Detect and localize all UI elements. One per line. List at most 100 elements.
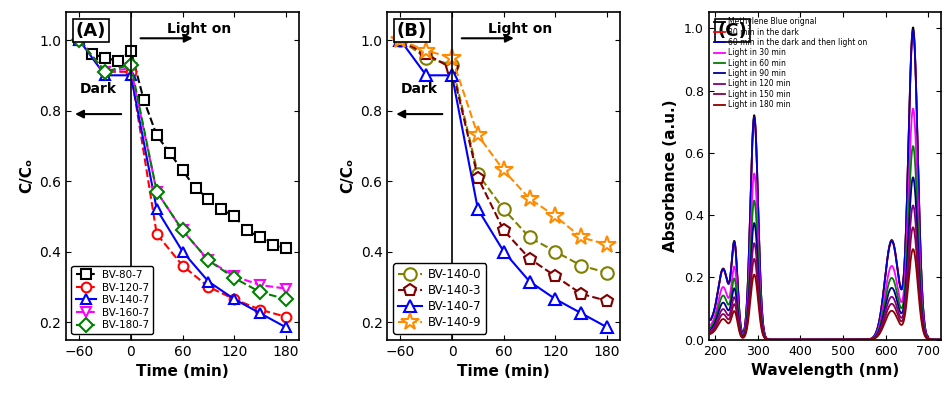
Light in 180 min	[929, 337, 940, 342]
BV-140-7	[254, 311, 266, 316]
BV-140-3	[420, 52, 431, 56]
60 min in the dark and then light on	[907, 28, 919, 33]
BV-180-7	[74, 38, 85, 42]
Light in 150 min	[823, 337, 834, 342]
Text: Light on: Light on	[488, 22, 552, 36]
BV-140-3	[394, 38, 406, 42]
Light in 180 min	[929, 337, 940, 342]
BV-120-7	[99, 70, 111, 74]
BV-160-7	[151, 189, 163, 194]
Light in 30 min	[929, 337, 940, 342]
Light in 180 min	[907, 247, 919, 252]
Text: Dark: Dark	[401, 83, 438, 96]
30 min in the dark	[936, 337, 946, 342]
30 min in the dark	[929, 337, 940, 342]
60 min in the dark and then light on	[929, 337, 940, 342]
BV-160-7	[125, 66, 136, 71]
Methylene Blue orignal	[929, 337, 940, 342]
BV-140-7	[177, 249, 188, 254]
60 min in the dark and then light on	[886, 239, 898, 244]
BV-140-7	[202, 279, 214, 284]
Line: Light in 60 min: Light in 60 min	[710, 146, 941, 340]
Light in 60 min	[907, 144, 919, 149]
BV-120-7	[280, 314, 291, 319]
Methylene Blue orignal	[929, 337, 940, 342]
BV-120-7	[202, 284, 214, 289]
Line: BV-140-0: BV-140-0	[394, 34, 613, 279]
Methylene Blue orignal	[907, 25, 919, 30]
Text: Dark: Dark	[79, 83, 116, 96]
Line: Light in 90 min: Light in 90 min	[710, 177, 941, 340]
Methylene Blue orignal	[811, 337, 822, 342]
Line: BV-140-3: BV-140-3	[394, 34, 613, 307]
Line: 60 min in the dark and then light on: 60 min in the dark and then light on	[710, 30, 941, 340]
Light in 150 min	[705, 330, 716, 335]
Line: BV-140-7: BV-140-7	[394, 34, 613, 334]
Light in 30 min	[811, 337, 822, 342]
30 min in the dark	[929, 337, 940, 342]
Light in 30 min	[817, 337, 829, 342]
Line: Light in 180 min: Light in 180 min	[710, 249, 941, 340]
BV-140-3	[524, 256, 535, 261]
BV-120-7	[254, 307, 266, 312]
Line: Light in 30 min: Light in 30 min	[710, 109, 941, 340]
60 min in the dark and then light on	[705, 318, 716, 322]
BV-140-9	[524, 196, 535, 201]
BV-140-0	[524, 235, 535, 240]
BV-140-9	[602, 242, 613, 247]
Light in 180 min	[705, 331, 716, 336]
BV-80-7	[190, 186, 201, 190]
BV-180-7	[280, 297, 291, 301]
BV-140-0	[499, 207, 510, 212]
Y-axis label: C/Cₒ: C/Cₒ	[340, 158, 355, 194]
Light in 60 min	[823, 337, 834, 342]
Light in 30 min	[705, 322, 716, 327]
Light in 180 min	[823, 337, 834, 342]
BV-160-7	[202, 258, 214, 263]
Light in 90 min	[936, 337, 946, 342]
Light in 90 min	[811, 337, 822, 342]
Light in 60 min	[811, 337, 822, 342]
Light in 120 min	[705, 329, 716, 333]
BV-80-7	[268, 242, 279, 247]
Legend: Methylene Blue orignal, 30 min in the dark, 60 min in the dark and then light on: Methylene Blue orignal, 30 min in the da…	[712, 16, 869, 111]
Y-axis label: Absorbance (a.u.): Absorbance (a.u.)	[663, 100, 678, 252]
Light in 30 min	[936, 337, 946, 342]
Light in 30 min	[886, 264, 898, 269]
Methylene Blue orignal	[717, 267, 728, 271]
Light in 60 min	[717, 293, 728, 298]
BV-80-7	[254, 235, 266, 240]
BV-80-7	[74, 38, 85, 42]
Light in 180 min	[817, 337, 829, 342]
BV-80-7	[177, 168, 188, 173]
BV-180-7	[254, 290, 266, 295]
Line: BV-120-7: BV-120-7	[75, 35, 290, 322]
Light in 60 min	[929, 337, 940, 342]
Text: (A): (A)	[76, 22, 106, 40]
30 min in the dark	[886, 239, 898, 244]
BV-160-7	[99, 70, 111, 74]
BV-80-7	[86, 52, 97, 56]
BV-140-7	[99, 73, 111, 78]
Light in 150 min	[817, 337, 829, 342]
Light in 30 min	[823, 337, 834, 342]
Methylene Blue orignal	[817, 337, 829, 342]
BV-80-7	[138, 98, 149, 102]
BV-80-7	[125, 48, 136, 53]
BV-80-7	[151, 133, 163, 137]
Line: BV-80-7: BV-80-7	[75, 35, 290, 253]
Text: (C): (C)	[718, 22, 747, 40]
Light in 150 min	[886, 302, 898, 307]
Light in 60 min	[705, 325, 716, 329]
30 min in the dark	[705, 318, 716, 322]
Light in 120 min	[936, 337, 946, 342]
60 min in the dark and then light on	[811, 337, 822, 342]
30 min in the dark	[907, 28, 919, 33]
Light in 150 min	[717, 312, 728, 317]
Light in 60 min	[936, 337, 946, 342]
Light in 180 min	[936, 337, 946, 342]
Methylene Blue orignal	[886, 238, 898, 243]
BV-140-0	[420, 55, 431, 60]
X-axis label: Time (min): Time (min)	[457, 364, 551, 379]
Line: BV-160-7: BV-160-7	[75, 35, 290, 293]
